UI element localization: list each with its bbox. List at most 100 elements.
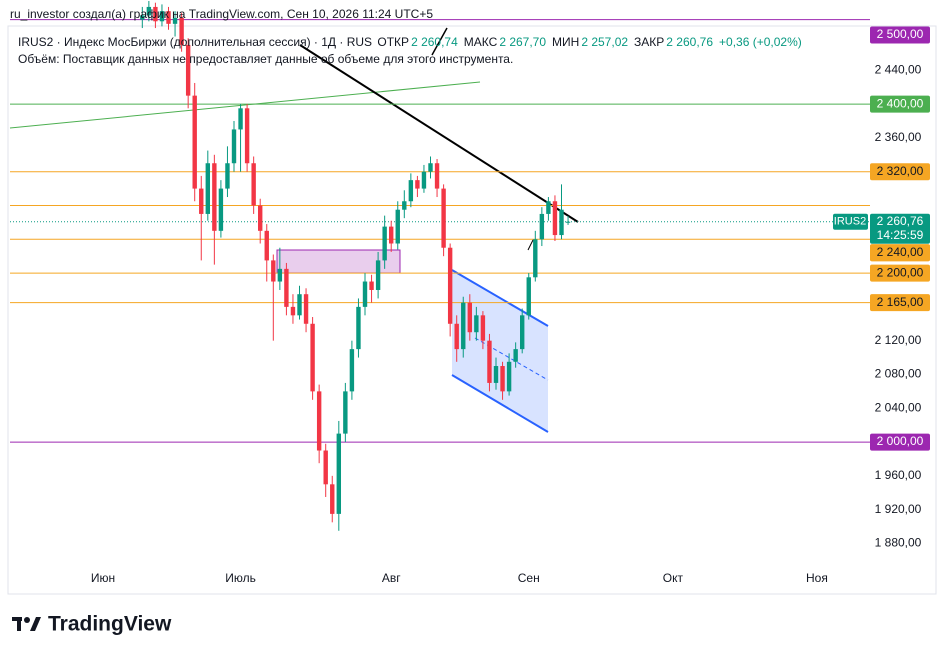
candle-body (421, 171, 427, 189)
candle-body (238, 108, 243, 130)
candle-body (336, 433, 342, 514)
candle-body (389, 226, 394, 244)
candle-body (277, 268, 283, 282)
candle-body (251, 163, 256, 206)
candle-body (140, 15, 145, 20)
level-badge (870, 26, 930, 44)
candle-body (552, 201, 558, 236)
legend-key: МАКС (463, 35, 498, 49)
candle-body (369, 281, 374, 290)
channel-mid (474, 337, 549, 381)
y-tick-label: 2 120,00 (875, 333, 922, 347)
candle-body (323, 450, 328, 485)
candle-body (349, 349, 355, 392)
candle-body (172, 17, 178, 24)
candle-body (316, 391, 322, 451)
chart-frame (7, 25, 937, 595)
level-badge (870, 433, 930, 451)
candle-body (559, 209, 564, 236)
last-price-box (870, 213, 930, 244)
candle-body (480, 315, 486, 341)
level-label: 2 000,00 (877, 434, 924, 448)
legend-key: МИН (552, 35, 580, 49)
candle-body (513, 349, 518, 362)
y-tick-label: 2 360,00 (875, 130, 922, 144)
x-tick-label: Ноя (806, 571, 828, 585)
candle-body (565, 221, 571, 223)
candle-body (199, 188, 204, 214)
candle-body (428, 163, 433, 172)
candle-body (303, 294, 309, 324)
legend-key: ОТКР (377, 35, 410, 49)
brand: TradingView (48, 613, 172, 636)
candle-body (526, 277, 531, 316)
volume-note: Объём: Поставщик данных не предоставляет… (18, 52, 514, 66)
y-tick-label: 2 080,00 (875, 367, 922, 381)
candle-body (264, 230, 269, 261)
x-tick-label: Июн (91, 571, 115, 585)
trend-line (431, 27, 448, 56)
candle-body (159, 11, 165, 22)
level-badge (870, 294, 930, 312)
legend-value: 2 267,70 (499, 35, 547, 49)
candle-body (402, 201, 407, 210)
level-label: 2 165,00 (877, 295, 924, 309)
x-tick-label: Сен (518, 571, 540, 585)
candle-body (310, 323, 315, 392)
level-label: 2 400,00 (877, 96, 924, 110)
logo-icon (12, 617, 41, 631)
legend-title: IRUS2 · Индекс МосБиржи (дополнительная … (18, 35, 373, 49)
candle-body (185, 44, 191, 96)
y-tick-label: 2 040,00 (875, 400, 922, 414)
candle-body (192, 95, 197, 189)
zone-rect (276, 249, 401, 274)
candle-body (231, 129, 237, 164)
y-tick-label: 2 440,00 (875, 62, 922, 76)
symbol-badge: IRUS2 (834, 216, 866, 228)
legend-value: 2 260,74 (411, 35, 458, 49)
channel (452, 270, 548, 432)
level-badge (870, 244, 930, 262)
legend-value: 2 257,02 (581, 35, 629, 49)
candle-body (218, 188, 224, 231)
candle-body (520, 315, 525, 350)
candle-body (461, 302, 466, 350)
candle-body (434, 163, 440, 189)
level-badge (870, 95, 930, 113)
level-label: 2 320,00 (877, 164, 924, 178)
candle-body (447, 247, 453, 324)
legend-key: ЗАКР (634, 35, 665, 49)
x-tick-label: Окт (663, 571, 684, 585)
countdown: 14:25:59 (877, 228, 924, 242)
y-tick-label: 1 880,00 (875, 536, 922, 550)
candle-body (290, 306, 296, 316)
candle-body (166, 11, 171, 24)
candle-body (500, 366, 505, 392)
level-badge (870, 163, 930, 181)
symbol-badge-box (833, 213, 868, 230)
candle-body (454, 323, 459, 350)
candle-body (375, 260, 381, 290)
candle-body (179, 17, 184, 45)
candle-body (284, 268, 289, 307)
candle-body (539, 213, 545, 240)
legend: IRUS2 · Индекс МосБиржи (дополнительная … (18, 35, 808, 49)
candle-body (546, 201, 551, 214)
level-label: 2 500,00 (877, 27, 924, 41)
candle-body (382, 226, 387, 261)
level-badge (870, 264, 930, 282)
candle-body (467, 302, 473, 333)
candle-body (441, 188, 446, 248)
candle-body (244, 108, 250, 164)
x-tick-label: Авг (382, 571, 401, 585)
candle-body (330, 484, 335, 514)
candle-body (362, 281, 368, 307)
candle-body (343, 391, 348, 434)
candle-body (212, 163, 217, 231)
candle-body (487, 340, 492, 383)
legend-change: +0,36 (+0,02%) (719, 35, 802, 49)
candle-body (533, 239, 538, 278)
last-price-label: 2 260,76 (877, 214, 924, 228)
candle-body (271, 260, 276, 282)
